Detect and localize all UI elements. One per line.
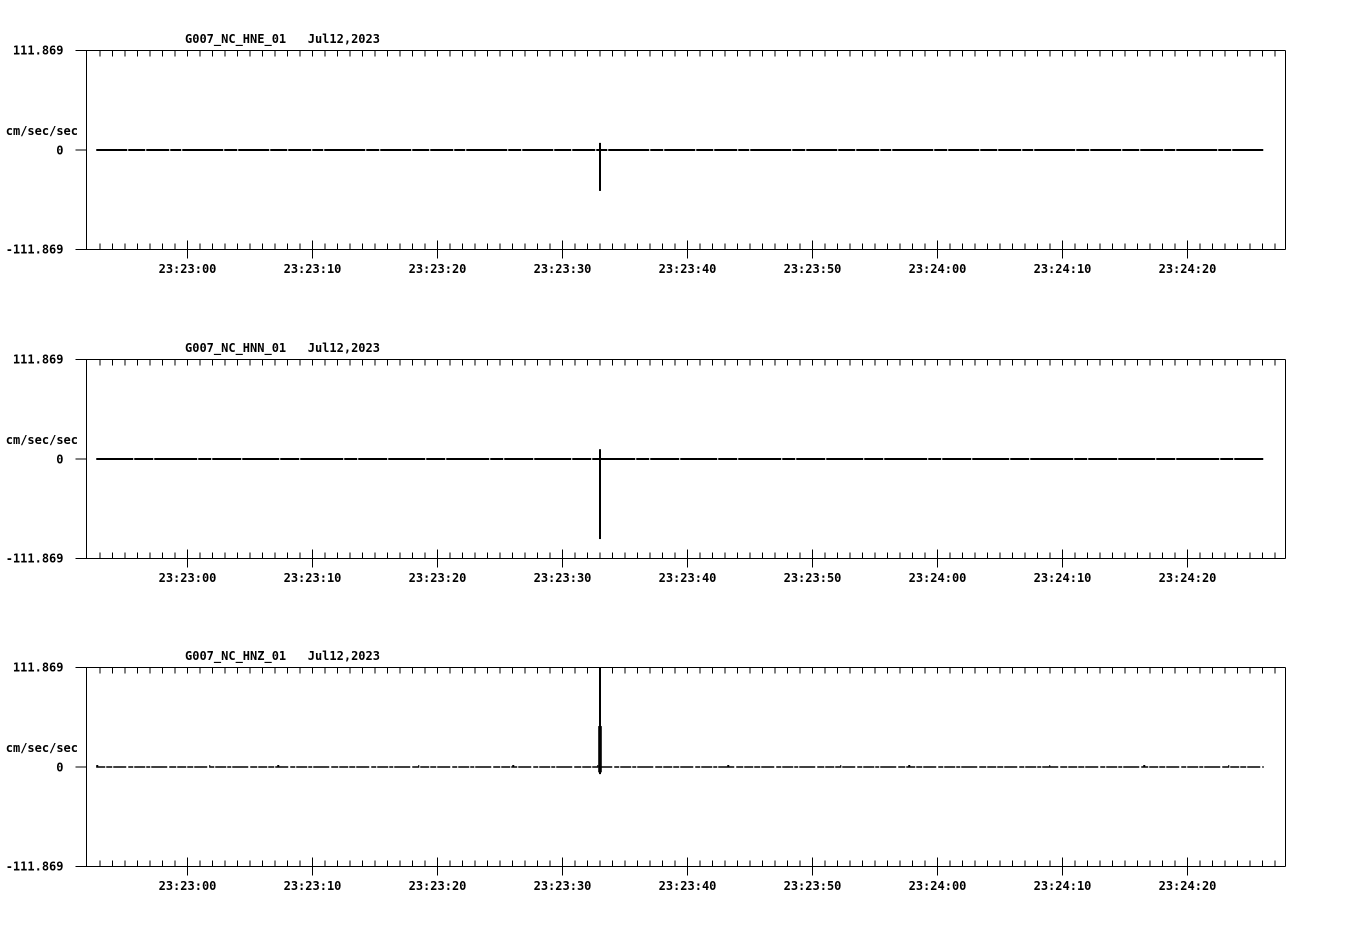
- x-tick-label: 23:24:00: [909, 262, 967, 276]
- y-zero-label: 0: [56, 761, 63, 775]
- y-max-label: 111.869: [13, 661, 64, 675]
- panel-title-station: G007_NC_HNN_01: [185, 341, 286, 356]
- x-tick-label: 23:23:10: [284, 879, 342, 893]
- x-tick-label: 23:23:30: [534, 262, 592, 276]
- x-tick-label: 23:23:50: [784, 879, 842, 893]
- x-tick-label: 23:23:30: [534, 879, 592, 893]
- x-tick-label: 23:24:00: [909, 571, 967, 585]
- x-tick-label: 23:23:40: [659, 571, 717, 585]
- x-tick-label: 23:23:40: [659, 879, 717, 893]
- panel-HNN: G007_NC_HNN_01 Jul12,2023 111.869 cm/sec/se…: [6, 341, 1286, 585]
- panel-title-date: Jul12,2023: [308, 32, 380, 46]
- x-tick-label: 23:24:20: [1159, 879, 1217, 893]
- x-tick-label: 23:23:20: [409, 879, 467, 893]
- x-tick-label: 23:23:00: [159, 262, 217, 276]
- panel-HNZ: G007_NC_HNZ_01 Jul12,2023 111.869 cm/sec/se…: [6, 649, 1286, 893]
- y-units-label: cm/sec/sec: [6, 433, 78, 447]
- x-tick-label: 23:23:00: [159, 879, 217, 893]
- y-units-label: cm/sec/sec: [6, 124, 78, 138]
- y-zero-label: 0: [56, 144, 63, 158]
- y-units-label: cm/sec/sec: [6, 741, 78, 755]
- panel-HNE: G007_NC_HNE_01 Jul12,2023 111.869 cm/sec/se…: [6, 32, 1286, 276]
- x-tick-label: 23:24:10: [1034, 879, 1092, 893]
- x-tick-label: 23:23:50: [784, 571, 842, 585]
- y-zero-label: 0: [56, 453, 63, 467]
- x-tick-label: 23:23:40: [659, 262, 717, 276]
- panel-title-date: Jul12,2023: [308, 341, 380, 355]
- panel-title-date: Jul12,2023: [308, 649, 380, 663]
- panel-title-station: G007_NC_HNZ_01: [185, 649, 286, 664]
- x-tick-label: 23:23:20: [409, 262, 467, 276]
- x-tick-label: 23:24:10: [1034, 262, 1092, 276]
- panel-title-station: G007_NC_HNE_01: [185, 32, 286, 47]
- x-tick-label: 23:24:00: [909, 879, 967, 893]
- x-tick-label: 23:24:10: [1034, 571, 1092, 585]
- y-min-label: -111.869: [6, 552, 64, 566]
- y-min-label: -111.869: [6, 243, 64, 257]
- x-tick-label: 23:24:20: [1159, 571, 1217, 585]
- x-tick-label: 23:23:10: [284, 571, 342, 585]
- x-tick-label: 23:24:20: [1159, 262, 1217, 276]
- y-max-label: 111.869: [13, 353, 64, 367]
- x-tick-label: 23:23:30: [534, 571, 592, 585]
- y-max-label: 111.869: [13, 44, 64, 58]
- x-tick-label: 23:23:10: [284, 262, 342, 276]
- y-min-label: -111.869: [6, 860, 64, 874]
- x-tick-label: 23:23:50: [784, 262, 842, 276]
- x-tick-label: 23:23:20: [409, 571, 467, 585]
- x-tick-label: 23:23:00: [159, 571, 217, 585]
